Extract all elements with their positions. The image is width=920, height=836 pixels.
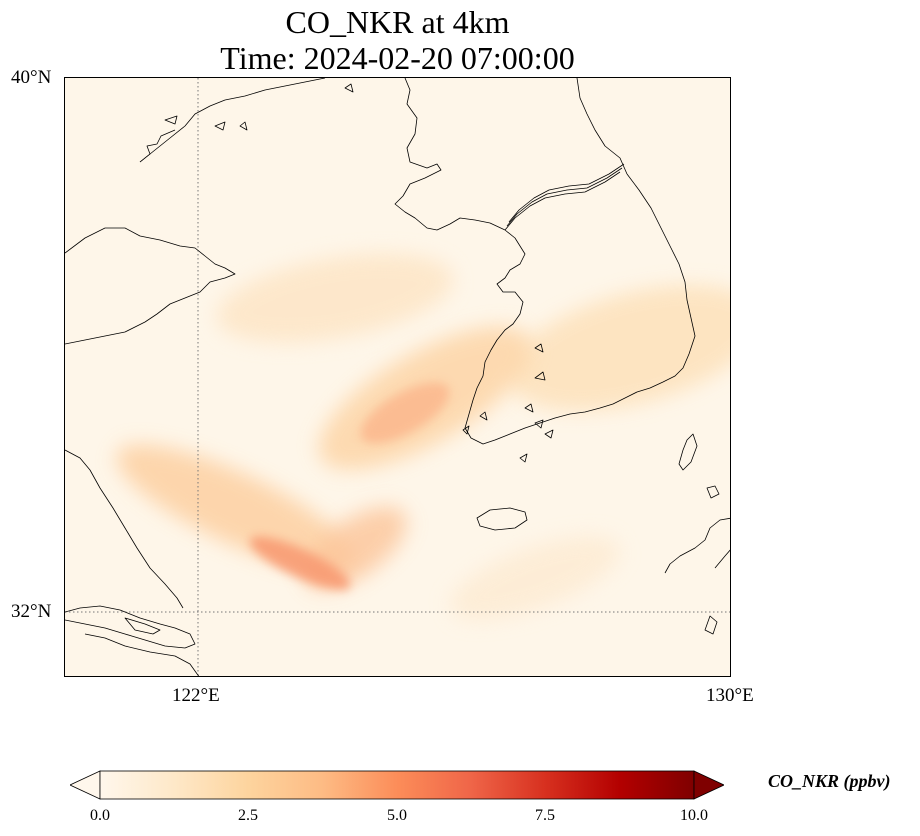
coastlines <box>65 78 730 676</box>
coast-shandong <box>65 227 236 345</box>
lon-label-122e: 122°E <box>172 685 220 706</box>
colorbar-extend-max <box>693 770 725 800</box>
colorbar-tick-2: 5.0 <box>387 807 407 824</box>
colorbar-tick-4: 10.0 <box>680 807 708 824</box>
colorbar-tick-0: 0.0 <box>90 807 110 824</box>
gridlines <box>65 78 730 676</box>
colorbar-graphic <box>69 770 725 800</box>
plume-south <box>116 444 354 572</box>
colorbar-tick-1: 2.5 <box>238 807 258 824</box>
colorbar-extend-min <box>69 770 101 800</box>
coast-liaodong <box>139 78 506 231</box>
map-timestamp: Time: 2024-02-20 07:00:00 <box>220 40 575 76</box>
lat-label-40n: 40°N <box>11 67 52 88</box>
coast-jiangsu <box>65 449 184 609</box>
coast-bohai-west <box>139 129 176 163</box>
coast-korea-west <box>464 173 696 445</box>
plume-southeast-faint <box>449 536 621 620</box>
coast-tsushima <box>678 433 698 471</box>
colorbar-tick-3: 7.5 <box>535 807 555 824</box>
plume-korea <box>508 285 730 411</box>
map-title: CO_NKR at 4km <box>285 4 510 40</box>
coast-korea-east <box>576 78 628 175</box>
plume-north <box>216 253 454 343</box>
border-dmz <box>504 171 621 231</box>
lon-label-130e: 130°E <box>706 685 754 706</box>
concentration-field <box>116 253 730 620</box>
coast-yangtze <box>65 605 196 649</box>
lat-label-32n: 32°N <box>11 601 52 622</box>
colorbar <box>69 770 725 800</box>
colorbar-label: CO_NKR (ppbv) <box>768 771 891 791</box>
map-canvas <box>65 78 730 676</box>
island-jeju <box>476 507 528 531</box>
plume-south-core <box>249 536 351 590</box>
islands-bohai <box>164 83 354 131</box>
coast-kyushu <box>664 517 730 574</box>
map-panel[interactable] <box>64 77 731 677</box>
islands-korea-sw <box>462 343 718 635</box>
colorbar-bar <box>99 770 695 800</box>
plume-central-core <box>360 382 450 444</box>
